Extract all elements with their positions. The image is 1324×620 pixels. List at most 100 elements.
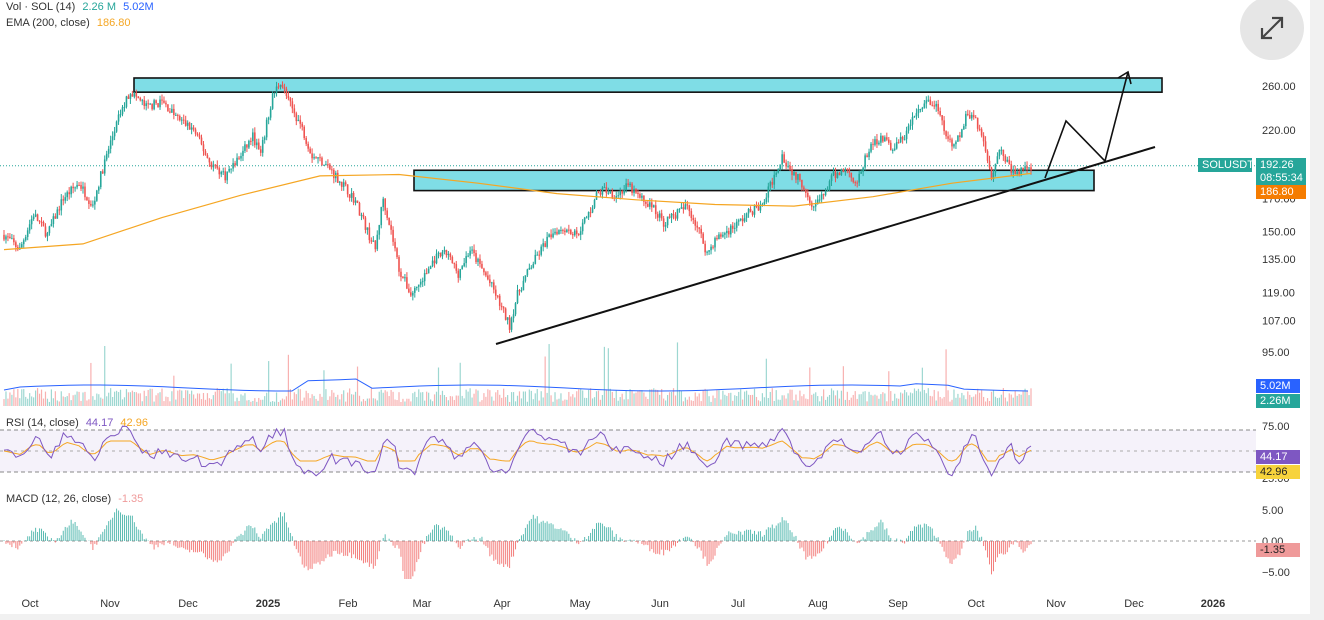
expand-button[interactable] <box>1240 0 1304 60</box>
macd-histogram-bar <box>957 541 959 555</box>
macd-histogram-bar <box>971 531 973 541</box>
candle-body <box>82 186 84 189</box>
candle-body <box>319 157 321 159</box>
candle-body <box>390 224 392 230</box>
volume-bar <box>522 391 525 406</box>
volume-bar <box>554 392 556 406</box>
candle-body <box>789 165 791 170</box>
macd-histogram-bar <box>653 541 655 553</box>
candle-body <box>805 189 807 193</box>
candle-body <box>259 149 262 153</box>
volume-bar <box>242 395 244 406</box>
volume-bar <box>451 396 453 406</box>
macd-histogram-bar <box>388 538 390 541</box>
volume-bar <box>738 391 740 406</box>
candle-body <box>783 154 785 163</box>
macd-histogram-bar <box>307 541 309 571</box>
projection-path <box>1044 71 1129 179</box>
volume-bar <box>376 400 378 406</box>
volume-bar <box>781 395 783 406</box>
volume-bar <box>943 396 945 406</box>
volume-bar <box>285 396 288 406</box>
volume-bar <box>730 392 732 406</box>
candle-body <box>866 155 868 158</box>
time-axis-label: Dec <box>178 598 198 610</box>
volume-bar <box>29 393 31 406</box>
volume-bar <box>352 394 355 406</box>
volume-bar <box>568 391 570 406</box>
candle-body <box>807 192 809 198</box>
candle-body <box>248 140 250 148</box>
macd-histogram-bar <box>825 541 827 542</box>
macd-histogram-bar <box>64 526 66 541</box>
macd-histogram-bar <box>929 526 931 541</box>
macd-histogram-bar <box>165 540 167 541</box>
candle-body <box>751 211 754 215</box>
candle-body <box>816 199 819 204</box>
candle-body <box>645 201 647 204</box>
candle-body <box>1010 164 1013 173</box>
volume-bar <box>368 398 370 406</box>
candle-body <box>408 288 410 293</box>
volume-bar <box>1022 391 1024 406</box>
volume-bar <box>443 395 446 406</box>
macd-histogram-bar <box>675 541 676 547</box>
volume-bar <box>147 389 149 406</box>
volume-bar <box>977 388 979 406</box>
volume-bar <box>106 396 108 406</box>
volume-bar <box>345 401 347 406</box>
volume-bar <box>165 396 167 406</box>
volume-bar <box>965 399 967 406</box>
volume-bar <box>785 398 787 406</box>
volume-bar <box>327 399 329 406</box>
volume-bar <box>992 390 995 406</box>
volume-bar <box>538 400 540 406</box>
volume-bar <box>878 398 880 406</box>
volume-bar <box>102 398 104 406</box>
macd-histogram-bar <box>667 541 669 551</box>
candle-body <box>234 163 236 166</box>
macd-histogram-bar <box>80 531 82 541</box>
macd-histogram-bar <box>175 541 177 547</box>
macd-histogram-bar <box>706 541 708 566</box>
macd-histogram-bar <box>68 525 70 541</box>
candle-body <box>429 266 432 269</box>
rsi-ma-tag: 42.96 <box>1256 465 1300 479</box>
chart-canvas[interactable]: 95.00107.00119.00135.00150.00170.00220.0… <box>0 0 1310 614</box>
macd-histogram-bar <box>912 530 913 541</box>
volume-bar <box>378 391 380 406</box>
volume-bar <box>805 398 807 406</box>
volume-bar <box>744 391 746 406</box>
volume-bar <box>915 390 918 406</box>
candle-body <box>868 151 870 158</box>
volume-bar <box>260 399 262 406</box>
macd-tag: -1.35 <box>1256 543 1300 557</box>
macd-histogram-bar <box>329 541 331 557</box>
candle-body <box>510 318 513 330</box>
macd-histogram-bar <box>266 528 268 541</box>
candle-body <box>269 108 272 118</box>
volume-bar <box>931 396 933 406</box>
volume-bar <box>884 393 886 406</box>
candle-body <box>216 165 219 169</box>
macd-histogram-bar <box>364 541 366 563</box>
macd-histogram-bar <box>856 541 858 544</box>
candle-body <box>44 226 47 237</box>
volume-bar <box>842 366 844 406</box>
volume-bar <box>222 388 224 406</box>
volume-bar <box>633 393 635 406</box>
ema-legend-label: EMA (200, close) <box>6 17 90 29</box>
volume-bar <box>526 401 528 406</box>
macd-histogram-bar <box>220 541 222 561</box>
macd-histogram-bar <box>353 541 355 555</box>
candle-body <box>558 230 560 235</box>
volume-bar <box>862 391 864 406</box>
volume-bar <box>157 393 159 406</box>
candle-body <box>909 124 912 127</box>
candle-body <box>214 164 217 166</box>
volume-bar <box>544 356 546 406</box>
macd-histogram-bar <box>518 539 520 541</box>
volume-bar <box>1018 394 1020 406</box>
volume-bar <box>343 390 345 406</box>
candle-body <box>141 100 144 102</box>
